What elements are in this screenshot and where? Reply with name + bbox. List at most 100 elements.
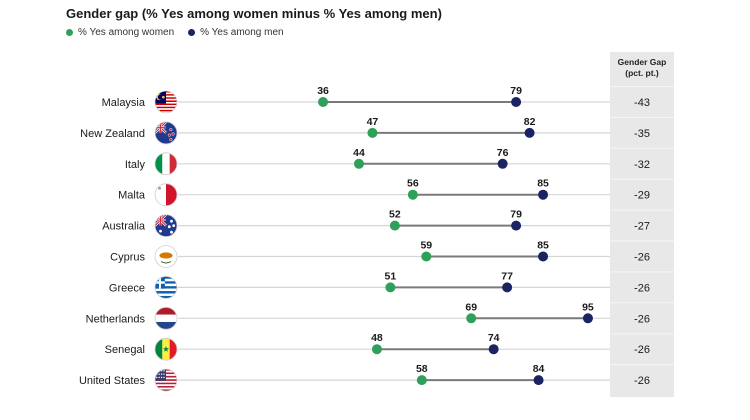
flag-stripe — [155, 382, 177, 385]
men-value-label: 85 — [537, 240, 549, 252]
chart-row: Senegal 48 74 -26 — [105, 332, 674, 356]
flag-part — [162, 152, 170, 175]
legend-item-women: % Yes among women — [66, 27, 174, 38]
country-label: Netherlands — [86, 313, 146, 325]
men-point — [533, 375, 544, 386]
flag-border — [154, 337, 178, 361]
flag-border — [154, 183, 178, 207]
flag-stripe — [155, 281, 177, 284]
united-states-flag-icon — [155, 369, 177, 392]
flag-stripe — [155, 283, 177, 287]
netherlands-flag-icon — [155, 307, 177, 330]
flag-border — [154, 306, 178, 330]
flag-stripe — [155, 389, 177, 392]
flag-stripe — [155, 111, 177, 113]
chart-row: Malta 56 85 -29 — [118, 178, 674, 202]
flag-star — [170, 230, 173, 234]
flag-stripe — [155, 286, 177, 289]
gender-gap-header-line1: Gender Gap — [617, 57, 667, 67]
cyprus-flag-icon — [155, 245, 177, 268]
country-label: Malaysia — [102, 97, 146, 109]
men-point — [502, 282, 513, 293]
country-label: Australia — [102, 221, 146, 233]
country-label: United States — [79, 375, 146, 387]
flag-star — [167, 225, 171, 229]
country-label: Senegal — [105, 344, 145, 356]
flag-stripe — [155, 106, 177, 109]
gender-gap-value: -32 — [634, 159, 650, 171]
gender-gap-value: -26 — [634, 282, 650, 294]
women-value-label: 58 — [416, 363, 428, 375]
men-value-label: 76 — [497, 147, 509, 159]
legend-label-men: % Yes among men — [200, 27, 284, 38]
women-point — [367, 127, 378, 138]
legend: % Yes among women % Yes among men — [66, 27, 298, 38]
flag-border — [154, 121, 178, 145]
women-value-label: 52 — [389, 209, 401, 221]
women-value-label: 56 — [407, 178, 419, 190]
flag-stripe — [155, 105, 177, 107]
gender-gap-value: -26 — [634, 313, 650, 325]
gender-gap-value: -35 — [634, 128, 650, 140]
gender-gap-value: -27 — [634, 221, 650, 233]
chart-row: Italy 44 76 -32 — [125, 147, 674, 171]
women-point — [353, 158, 364, 169]
country-label: New Zealand — [80, 128, 145, 140]
women-value-label: 44 — [353, 147, 365, 159]
flag-star — [169, 137, 173, 142]
flag-star — [159, 229, 162, 233]
chart-row: Malaysia 36 79 -43 — [102, 85, 674, 109]
women-point — [389, 220, 400, 231]
legend-dot-men — [188, 29, 196, 36]
women-value-label: 47 — [367, 116, 379, 128]
men-point — [497, 158, 508, 169]
greece-flag-icon — [155, 276, 177, 299]
men-value-label: 95 — [582, 301, 594, 313]
flag-star — [169, 128, 173, 132]
chart-row: United States 58 84 -26 — [79, 363, 674, 387]
women-point — [407, 189, 418, 200]
chart-row: Australia 52 79 -27 — [102, 209, 674, 233]
flag-stripe — [155, 291, 177, 294]
gender-gap-panel — [610, 52, 674, 397]
flag-border — [154, 368, 178, 392]
flag-star — [167, 133, 171, 137]
men-point — [538, 251, 549, 262]
flag-star — [171, 132, 175, 136]
flag-cross-red — [155, 219, 166, 221]
flag-stripe — [155, 103, 177, 106]
women-point — [385, 282, 396, 293]
flag-stripe — [155, 109, 177, 112]
flag-stripe — [155, 295, 177, 299]
gender-gap-value: -43 — [634, 97, 650, 109]
flag-part — [169, 338, 177, 361]
country-label: Malta — [118, 190, 146, 202]
flag-star — [172, 224, 176, 228]
legend-dot-women — [66, 29, 73, 36]
flag-star — [163, 370, 165, 372]
men-point — [511, 97, 522, 107]
flag-star — [158, 373, 160, 375]
flag-part — [155, 152, 163, 175]
men-value-label: 77 — [501, 270, 513, 282]
gender-gap-header: Gender Gap (pct. pt.) — [610, 57, 674, 79]
country-label: Cyprus — [110, 252, 145, 264]
women-value-label: 69 — [465, 301, 477, 313]
women-value-label: 59 — [420, 240, 432, 252]
gender-gap-value: -29 — [634, 190, 650, 202]
men-value-label: 84 — [533, 363, 545, 375]
women-point — [416, 375, 427, 386]
flag-cross — [155, 281, 165, 284]
italy-flag-icon — [155, 152, 177, 175]
flag-star — [163, 373, 165, 375]
flag-star — [160, 373, 163, 375]
flag-canton — [155, 369, 166, 381]
flag-border — [154, 245, 178, 268]
women-value-label: 51 — [385, 270, 397, 282]
women-point — [371, 344, 382, 355]
flag-border — [154, 90, 178, 114]
chart-row: New Zealand 47 82 -35 — [80, 116, 674, 140]
flag-star — [156, 376, 158, 379]
flag-border — [154, 214, 178, 238]
